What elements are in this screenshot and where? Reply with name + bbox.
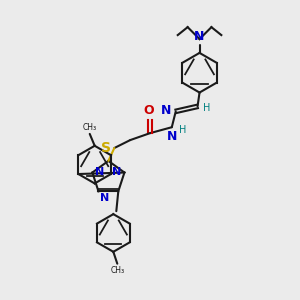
Text: N: N: [194, 30, 205, 43]
Text: N: N: [100, 193, 110, 203]
Text: O: O: [144, 104, 154, 117]
Text: N: N: [160, 104, 171, 117]
Text: N: N: [95, 167, 105, 176]
Text: N: N: [167, 130, 177, 143]
Text: CH₃: CH₃: [110, 266, 124, 275]
Text: H: H: [179, 125, 186, 135]
Text: CH₃: CH₃: [83, 123, 97, 132]
Text: H: H: [203, 103, 211, 113]
Text: S: S: [101, 141, 111, 155]
Text: N: N: [112, 167, 122, 176]
